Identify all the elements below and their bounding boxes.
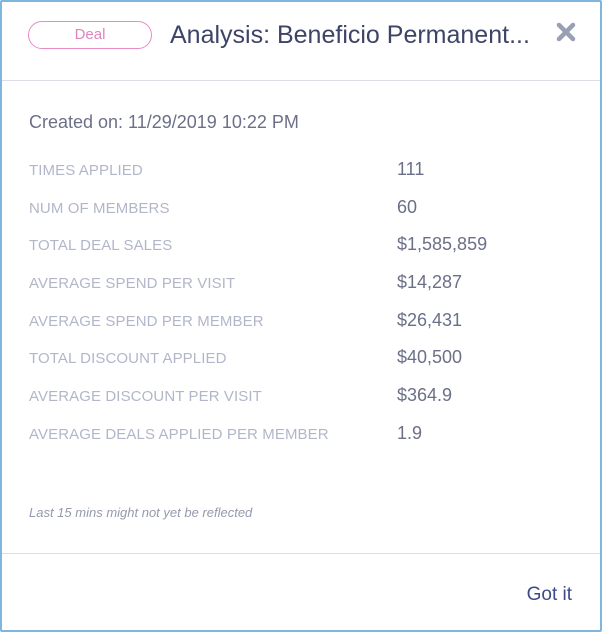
modal-title: Analysis: Beneficio Permanent...: [170, 21, 530, 49]
stat-row-average-deals-applied-per-member: AVERAGE DEALS APPLIED PER MEMBER 1.9: [29, 418, 569, 456]
stats-list: TIMES APPLIED 111 NUM OF MEMBERS 60 TOTA…: [29, 154, 569, 456]
stat-label: AVERAGE DISCOUNT PER VISIT: [29, 388, 262, 406]
stat-label: TOTAL DEAL SALES: [29, 237, 173, 255]
stat-row-num-of-members: NUM OF MEMBERS 60: [29, 192, 569, 230]
stat-row-average-spend-per-visit: AVERAGE SPEND PER VISIT $14,287: [29, 267, 569, 305]
stat-value: $1,585,859: [397, 234, 488, 255]
stat-value: $40,500: [397, 347, 463, 368]
stat-row-total-deal-sales: TOTAL DEAL SALES $1,585,859: [29, 229, 569, 267]
stat-value: $26,431: [397, 309, 463, 330]
got-it-button[interactable]: Got it: [526, 584, 572, 605]
stat-label: AVERAGE DEALS APPLIED PER MEMBER: [29, 425, 329, 443]
modal-footer: Got it: [2, 553, 600, 631]
stat-row-times-applied: TIMES APPLIED 111: [29, 154, 569, 192]
stat-value: $364.9: [397, 385, 453, 406]
stat-label: NUM OF MEMBERS: [29, 199, 170, 217]
stat-value: 1.9: [397, 422, 423, 443]
stat-row-average-spend-per-member: AVERAGE SPEND PER MEMBER $26,431: [29, 305, 569, 343]
stat-value: 60: [397, 196, 418, 217]
reflection-note: Last 15 mins might not yet be reflected: [29, 505, 253, 520]
modal-header: Deal Analysis: Beneficio Permanent...: [2, 2, 600, 81]
stat-label: TOTAL DISCOUNT APPLIED: [29, 350, 227, 368]
stat-value: $14,287: [397, 272, 463, 293]
close-icon-glyph: [556, 22, 576, 42]
deal-badge: Deal: [28, 21, 152, 49]
stat-label: AVERAGE SPEND PER VISIT: [29, 275, 236, 293]
close-icon[interactable]: [554, 20, 578, 44]
stat-label: AVERAGE SPEND PER MEMBER: [29, 312, 264, 330]
created-on-text: Created on: 11/29/2019 10:22 PM: [29, 112, 299, 132]
stat-row-average-discount-per-visit: AVERAGE DISCOUNT PER VISIT $364.9: [29, 380, 569, 418]
stat-row-total-discount-applied: TOTAL DISCOUNT APPLIED $40,500: [29, 342, 569, 380]
stat-label: TIMES APPLIED: [29, 162, 143, 179]
stat-value: 111: [397, 159, 425, 179]
